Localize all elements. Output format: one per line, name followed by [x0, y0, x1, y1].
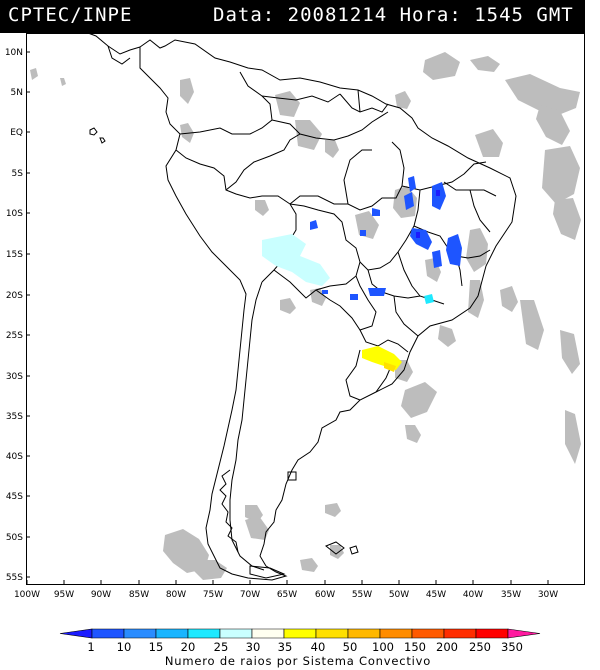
- central-america: [59, 19, 141, 55]
- lat-label: 55S: [6, 573, 23, 583]
- colorbar-swatch: [411, 628, 445, 639]
- colorbar-swatch: [59, 628, 93, 639]
- lon-label: 40W: [463, 590, 483, 600]
- lat-label: 30S: [6, 372, 23, 382]
- cloud-cover: [30, 52, 581, 580]
- colorbar-label: 25: [214, 640, 229, 654]
- border-guyanas: [339, 93, 389, 113]
- colorbar-label: 40: [311, 640, 326, 654]
- lon-label: 30W: [538, 590, 558, 600]
- brazil-states: [289, 141, 497, 337]
- colorbar-swatch: [283, 628, 317, 639]
- cell-yellow: [362, 346, 402, 370]
- colorbar-swatch: [251, 628, 285, 639]
- lon-label: 70W: [240, 590, 260, 600]
- lon-label: 85W: [129, 590, 149, 600]
- colorbar-label: 20: [181, 640, 196, 654]
- colorbar-label: 150: [404, 640, 426, 654]
- lat-label: 20S: [6, 291, 23, 301]
- lat-label: 40S: [6, 452, 23, 462]
- colorbar: 1 10 15 20 25 30 35 40 50 100 150 200 25…: [59, 628, 541, 668]
- colorbar-swatch: [91, 628, 125, 639]
- colorbar-swatch: [347, 628, 381, 639]
- border-argentina-brazil: [359, 329, 409, 353]
- lat-label: 10N: [5, 48, 23, 58]
- longitude-axis: 100W 95W 90W 85W 80W 75W 70W 65W 60W 55W…: [14, 580, 558, 600]
- latitude-axis: 10N 5N EQ 5S 10S 15S 20S 25S 30S 35S 40S…: [5, 48, 30, 583]
- colorbar-swatch: [187, 628, 221, 639]
- tierra-del-fuego: [249, 565, 286, 579]
- colorbar-label: 100: [372, 640, 394, 654]
- colorbar-label: 30: [246, 640, 261, 654]
- border-chile-argentina: [229, 281, 265, 571]
- lat-label: 10S: [6, 209, 23, 219]
- lat-label: 5N: [11, 88, 23, 98]
- lat-label: 50S: [6, 533, 23, 543]
- falklands: [325, 541, 345, 555]
- map-frame-border: [26, 33, 585, 585]
- lat-label: 15S: [6, 250, 23, 260]
- colorbar-swatches: [59, 628, 541, 639]
- colorbar-caption: Numero de raios por Sistema Convectivo: [165, 654, 431, 668]
- border-colombia: [179, 71, 273, 135]
- lon-label: 100W: [14, 590, 40, 600]
- colorbar-label: 10: [117, 640, 132, 654]
- colorbar-swatch: [315, 628, 349, 639]
- lon-label: 50W: [389, 590, 409, 600]
- border-peru-brazil: [225, 133, 301, 191]
- colorbar-label: 15: [149, 640, 164, 654]
- chile-coast-fjords: [219, 469, 239, 553]
- lon-label: 55W: [352, 590, 372, 600]
- lat-label: 45S: [6, 492, 23, 502]
- colorbar-label: 250: [469, 640, 491, 654]
- colorbar-label: 1: [87, 640, 94, 654]
- lat-label: 35S: [6, 412, 23, 422]
- colorbar-swatch: [123, 628, 157, 639]
- lat-label: EQ: [10, 128, 23, 138]
- cell-light-cyan: [262, 234, 330, 286]
- lon-label: 80W: [166, 590, 186, 600]
- border-venezuela: [261, 93, 341, 103]
- lon-label: 35W: [501, 590, 521, 600]
- border-bolivia: [273, 203, 361, 299]
- border-paraguay: [315, 275, 377, 331]
- header-source: CPTEC/INPE: [8, 4, 133, 26]
- lon-label: 45W: [426, 590, 446, 600]
- colorbar-swatch: [155, 628, 189, 639]
- colorbar-swatch: [507, 628, 541, 639]
- lat-label: 5S: [12, 169, 24, 179]
- colorbar-label: 200: [436, 640, 458, 654]
- colorbar-swatch: [443, 628, 477, 639]
- lon-label: 60W: [315, 590, 335, 600]
- lon-label: 75W: [203, 590, 223, 600]
- colorbar-label: 35: [278, 640, 293, 654]
- border-brazil-north: [271, 111, 389, 141]
- lightning-cells: [262, 176, 462, 372]
- border-ecuador-peru: [175, 149, 291, 205]
- colorbar-label: 50: [343, 640, 358, 654]
- lat-label: 25S: [6, 331, 23, 341]
- header-datetime: Data: 20081214 Hora: 1545 GMT: [213, 4, 574, 26]
- colorbar-swatch: [475, 628, 509, 639]
- lon-label: 65W: [277, 590, 297, 600]
- colorbar-swatch: [219, 628, 253, 639]
- map-header: CPTEC/INPE Data: 20081214 Hora: 1545 GMT: [0, 0, 585, 33]
- lon-label: 95W: [54, 590, 74, 600]
- colorbar-swatch: [379, 628, 413, 639]
- south-america-coastline: [139, 39, 517, 581]
- colorbar-label: 350: [501, 640, 523, 654]
- lon-label: 90W: [91, 590, 111, 600]
